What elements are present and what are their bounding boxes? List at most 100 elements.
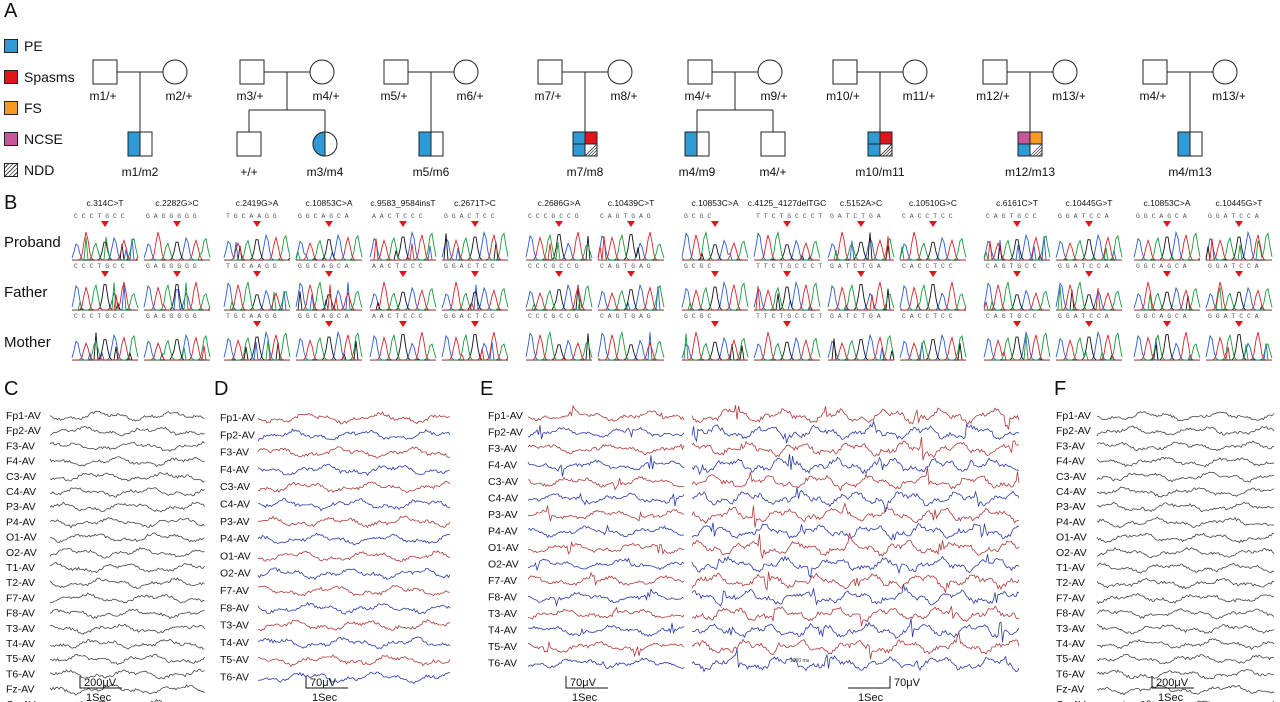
- mother-genotype: m2/+: [165, 89, 192, 103]
- base-calls: G G A C T C C: [444, 213, 495, 220]
- eeg-channel-label: F4-AV: [488, 460, 517, 472]
- base-calls: G A G G G G G: [146, 213, 197, 220]
- mother-genotype: m13/+: [1212, 89, 1246, 103]
- variant-marker: [1085, 221, 1093, 227]
- variant-marker: [1163, 271, 1171, 277]
- base-calls: C A C C T C C: [902, 263, 953, 270]
- base-calls: G G A T C C A: [1208, 213, 1259, 220]
- chromatogram-trace: [72, 231, 139, 261]
- eeg-trace: [1096, 562, 1275, 574]
- eeg-trace: [1096, 471, 1275, 483]
- eeg-trace: [1097, 638, 1275, 650]
- variant-marker: [929, 271, 937, 277]
- father-genotype: m7/+: [534, 89, 561, 103]
- eeg-channel-label: C3-AV: [6, 471, 36, 483]
- eeg-trace: [691, 467, 1020, 492]
- chromatogram-trace: [1056, 334, 1122, 361]
- eeg-trace: [49, 653, 205, 666]
- eeg-trace: [49, 501, 205, 513]
- variant-marker: [253, 221, 261, 227]
- chromatogram-trace: [754, 331, 820, 361]
- mother-genotype: m4/+: [312, 89, 339, 103]
- pedigree-case: m12/+ m13/+ m12/m13: [955, 2, 1115, 182]
- pedigree-case: m3/+ m4/+ +/+ m3/m4: [212, 2, 372, 182]
- mother-symbol: [757, 59, 783, 85]
- variant-label: c.10510G>C: [909, 198, 957, 208]
- chromatogram-trace: [597, 334, 664, 361]
- chromatogram-trace: [72, 284, 138, 311]
- legend-swatch-pe: [4, 38, 18, 53]
- eeg-trace: [1096, 440, 1275, 451]
- eeg-channel-label: T2-AV: [1056, 577, 1085, 589]
- eeg-trace: [1096, 592, 1275, 605]
- eeg-channel-label: T5-AV: [1056, 653, 1085, 665]
- scale-bar: 70μV 1Sec: [565, 676, 608, 702]
- base-calls: C A G T G C C: [986, 213, 1037, 220]
- eeg-trace: [1096, 607, 1275, 620]
- scale-bar: 200μV 1Sec: [1151, 676, 1194, 702]
- eeg-trace: [527, 524, 685, 538]
- eeg-trace: [691, 532, 1020, 559]
- eeg-channel-label: T3-AV: [6, 623, 35, 635]
- chromatogram-trace: [442, 281, 508, 311]
- eeg-trace: [1096, 532, 1275, 544]
- eeg-channel-label: T4-AV: [220, 637, 249, 649]
- eeg-channel-label: T6-AV: [6, 668, 35, 680]
- eeg-channel-label: Cz-AV: [6, 699, 36, 702]
- chromatogram-trace: [984, 235, 1050, 261]
- chromatogram-trace: [1206, 232, 1273, 261]
- base-calls: G C G C: [684, 213, 711, 220]
- pedigree-case: m5/+ m6/+ m5/m6: [356, 2, 516, 182]
- base-calls: G G C A G C A: [1136, 313, 1187, 320]
- variant-label: c.314C>T: [86, 198, 123, 208]
- eeg-channel-label: F4-AV: [6, 456, 35, 468]
- row-label-father: Father: [4, 284, 48, 301]
- mother-symbol: [607, 59, 633, 85]
- eeg-trace: [49, 668, 205, 680]
- eeg-trace: [527, 505, 685, 522]
- eeg-channel-label: T5-AV: [6, 653, 35, 665]
- eeg-trace: [49, 532, 205, 544]
- father-symbol: [239, 59, 265, 85]
- variant-marker: [325, 321, 333, 327]
- proband-symbol: [760, 131, 786, 157]
- eeg-channel-label: Fp2-AV: [220, 429, 255, 441]
- chromatogram-trace: [442, 331, 509, 361]
- pedigree-tree: m7/+ m8/+ m7/m8: [534, 59, 638, 179]
- eeg-trace: [691, 502, 1020, 528]
- variant-marker: [1085, 271, 1093, 277]
- eeg-trace: [257, 619, 451, 632]
- mother-symbol: [1052, 59, 1078, 85]
- chromatogram-trace: [224, 235, 290, 261]
- mother-symbol: [453, 59, 479, 85]
- chromatogram-trace: [1206, 281, 1272, 311]
- eeg-trace: [49, 592, 205, 604]
- eeg-trace: [1096, 624, 1275, 635]
- chromatogram-trace: [984, 334, 1050, 361]
- row-label-mother: Mother: [4, 334, 51, 351]
- eeg-trace: [257, 463, 451, 476]
- eeg-channel-label: O1-AV: [488, 542, 519, 554]
- variant-marker: [1235, 271, 1243, 277]
- eeg-trace: [49, 684, 205, 696]
- base-calls: G A T C T G A: [830, 213, 881, 220]
- chromatogram-trace: [983, 233, 1050, 261]
- legend-label: Spasms: [24, 68, 75, 85]
- amplitude-label: 70μV: [310, 677, 337, 689]
- legend-swatch-spasms: [4, 69, 18, 84]
- eeg-trace: [527, 492, 685, 507]
- eeg-channel-label: P4-AV: [488, 526, 518, 538]
- base-calls: C A G T G A G: [600, 263, 651, 270]
- eeg-channel-label: T6-AV: [488, 658, 517, 670]
- pedigree-tree: m4/+ m13/+ m4/m13: [1139, 59, 1246, 179]
- base-calls: A A C T C C C: [372, 263, 423, 270]
- time-label: 1Sec: [858, 692, 884, 702]
- eeg-trace: [527, 404, 685, 422]
- eeg-trace: [691, 584, 1020, 607]
- eeg-channel-label: F7-AV: [6, 592, 35, 604]
- eeg-channel-label: Fp1-AV: [1056, 410, 1091, 422]
- panel-letter-f: F: [1054, 378, 1067, 400]
- legend-item: NDD: [4, 154, 84, 185]
- base-calls: C C C T G C C: [74, 313, 125, 320]
- eeg-channel-label: Fp2-AV: [6, 425, 41, 437]
